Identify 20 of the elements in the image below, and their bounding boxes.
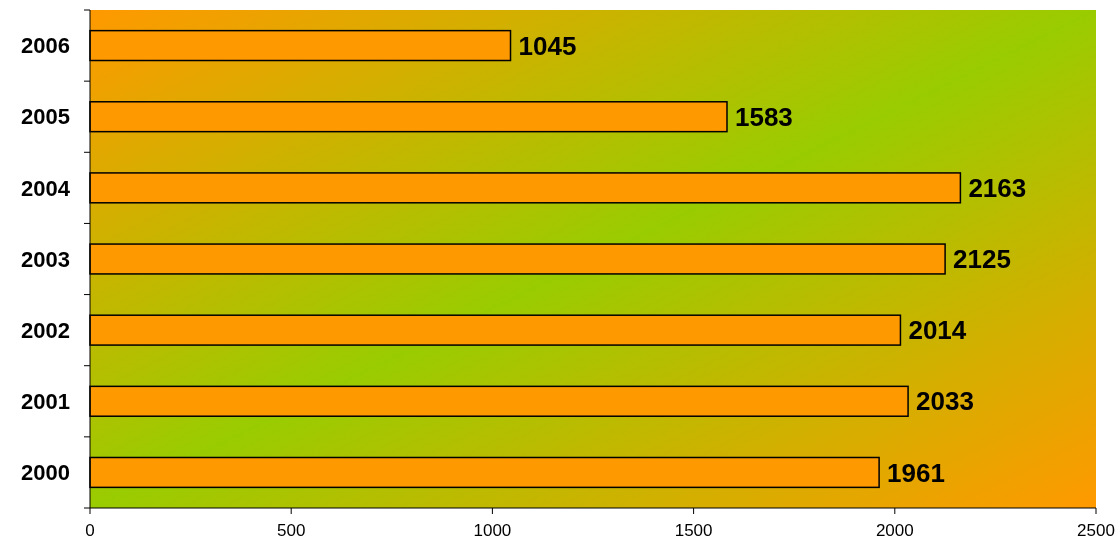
data-label: 2033 bbox=[916, 386, 974, 417]
data-label: 1583 bbox=[735, 101, 793, 132]
data-label: 2125 bbox=[953, 244, 1011, 275]
y-tick-label: 2002 bbox=[21, 317, 70, 343]
data-label: 2163 bbox=[968, 172, 1027, 203]
x-tick-label: 1000 bbox=[473, 521, 512, 540]
y-tick-label: 2005 bbox=[21, 104, 70, 130]
x-tick-label: 500 bbox=[277, 521, 306, 540]
y-tick-label: 2004 bbox=[21, 175, 71, 201]
data-label: 1961 bbox=[887, 457, 945, 488]
x-tick-label: 2500 bbox=[1077, 521, 1115, 540]
y-tick-label: 2003 bbox=[21, 246, 70, 272]
y-tick-label: 2006 bbox=[21, 33, 70, 59]
y-tick-label: 2000 bbox=[21, 460, 70, 486]
x-tick-label: 1500 bbox=[674, 521, 713, 540]
x-tick-label: 0 bbox=[85, 521, 95, 540]
x-tick-label: 2000 bbox=[875, 521, 914, 540]
data-label: 2014 bbox=[908, 315, 967, 346]
data-label: 1045 bbox=[518, 30, 577, 61]
y-tick-label: 2001 bbox=[21, 388, 70, 414]
